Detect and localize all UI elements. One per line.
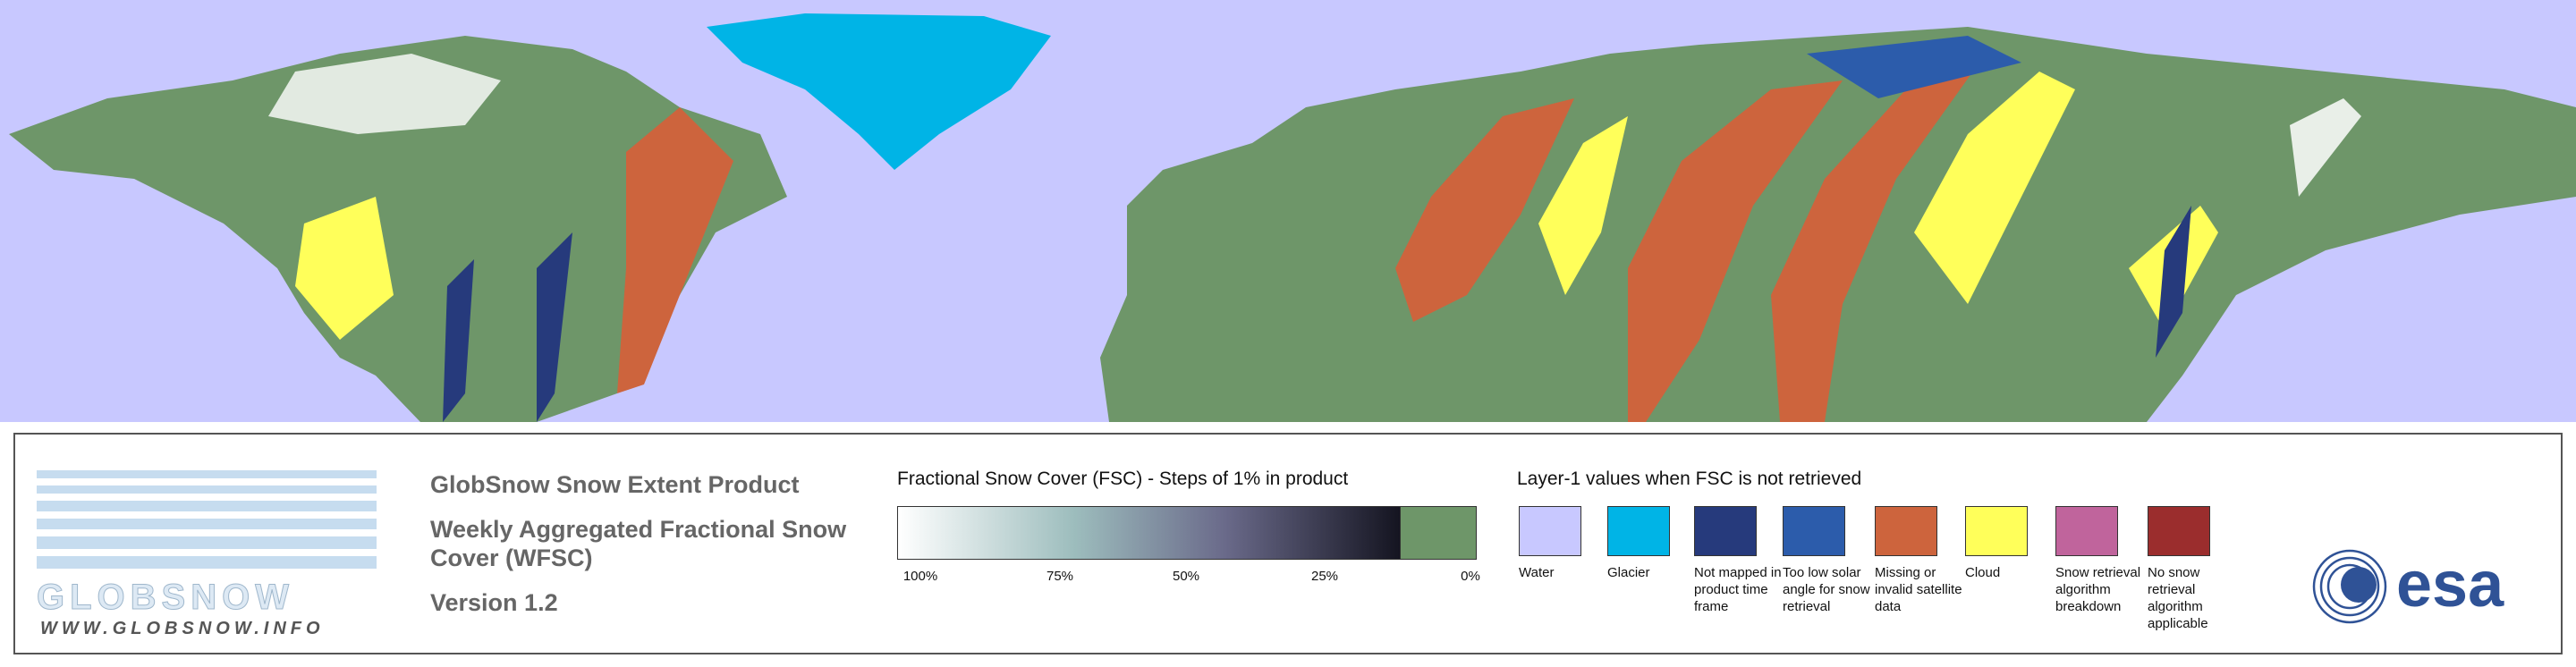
fsc-tick-label: 50% (1172, 569, 1200, 584)
legend-label: Cloud (1965, 565, 2001, 580)
legend-label: Glacier (1607, 565, 1650, 580)
legend-label: Too low solar angle for snow retrieval (1783, 565, 1870, 614)
not-mapped (2156, 206, 2191, 358)
missing (1771, 54, 1986, 422)
logo-name: GLOBSNOW (37, 578, 294, 618)
legend-label: Snow retrieval algorithm breakdown (2055, 565, 2141, 614)
legend-swatch (1783, 506, 1845, 556)
too-low (1807, 36, 2021, 98)
subtitle: Weekly Aggregated Fractional Snow Cover … (430, 516, 847, 571)
legend-swatch (1875, 506, 1937, 556)
logo-stripes (37, 470, 377, 569)
not-mapped (537, 232, 572, 422)
legend-label: Missing or invalid satellite data (1875, 565, 1962, 614)
fsc-tick-label: 75% (1046, 569, 1074, 584)
fsc-tick-label: 0% (1461, 569, 1480, 584)
fsc-zero (1400, 506, 1477, 560)
logo-url: WWW.GLOBSNOW.INFO (40, 619, 325, 638)
land (9, 36, 787, 422)
legend-swatch (2148, 506, 2210, 556)
fsc-gradient (897, 506, 1402, 560)
cloud (295, 197, 394, 340)
cloud (1914, 72, 2075, 304)
esa-text: esa (2396, 549, 2504, 621)
glacier (707, 13, 1051, 170)
missing (617, 107, 733, 393)
legend-panel: GLOBSNOW WWW.GLOBSNOW.INFO GlobSnow Snow… (13, 433, 2563, 654)
fsc-tick-label: 25% (1310, 569, 1339, 584)
fsc-title: Fractional Snow Cover (FSC) - Steps of 1… (897, 469, 1349, 489)
cloud (1538, 116, 1628, 295)
snow (2290, 98, 2361, 197)
legend-swatch (1519, 506, 1581, 556)
not-mapped (443, 259, 474, 422)
legend-swatch (1965, 506, 2028, 556)
legend-swatch (2055, 506, 2118, 556)
fsc-tick-label: 100% (902, 569, 938, 584)
legend-label: Water (1519, 565, 1555, 580)
snow (268, 54, 501, 134)
esa-logo: esa (2312, 549, 2504, 624)
layer1-title: Layer-1 values when FSC is not retrieved (1517, 469, 1862, 489)
legend-label: Not mapped in product time frame (1694, 565, 1782, 614)
legend-swatch (1607, 506, 1670, 556)
missing (1628, 80, 1843, 422)
legend-label: No snow retrieval algorithm applicable (2148, 565, 2208, 631)
version: Version 1.2 (430, 589, 558, 616)
legend-swatch (1694, 506, 1757, 556)
title: GlobSnow Snow Extent Product (430, 471, 800, 498)
missing (1395, 98, 1574, 322)
map (0, 0, 2576, 422)
